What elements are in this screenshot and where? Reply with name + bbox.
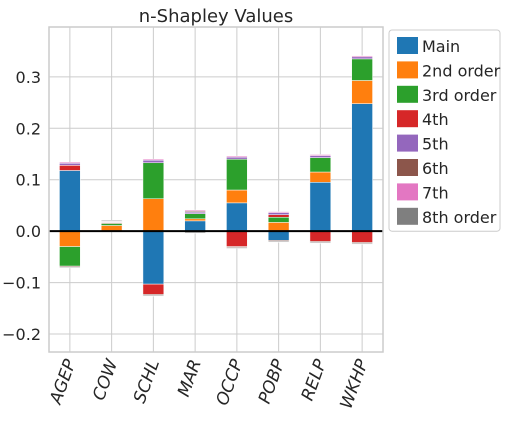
bar-segment [142, 283, 165, 295]
legend-label: 6th [422, 159, 449, 178]
bar-segment [351, 56, 373, 60]
y-tick-label: −0.2 [2, 325, 41, 344]
bar-segment [267, 230, 290, 241]
legend-swatch [397, 61, 418, 79]
legend-swatch [397, 134, 418, 152]
chart-title: n-Shapley Values [139, 6, 293, 27]
bar-segment [267, 212, 290, 215]
y-tick-label: −0.1 [2, 274, 41, 293]
bar-segment [142, 230, 165, 285]
bar-segment [351, 55, 373, 58]
bar-segment [142, 159, 165, 164]
y-tick-label: 0.1 [16, 171, 41, 190]
legend-swatch [397, 110, 418, 128]
bar-segment [267, 222, 290, 232]
bar-segment [184, 218, 206, 222]
bar-segment [184, 213, 206, 220]
bar-segment [309, 155, 332, 158]
bar-segment [59, 266, 81, 269]
bar-segment [267, 214, 290, 218]
legend-swatch [397, 159, 418, 176]
legend-swatch [397, 207, 418, 225]
bar-segment [142, 162, 165, 200]
legend-label: 5th [422, 135, 449, 154]
legend-label: 4th [422, 110, 449, 129]
legend-swatch [397, 37, 418, 54]
bar-segment [309, 157, 332, 173]
bar-segment [351, 230, 373, 243]
bar-segment [59, 246, 81, 267]
bar-segment [309, 242, 332, 244]
bar-segment [309, 230, 332, 242]
bar-segment [351, 80, 373, 104]
bar-segment [226, 247, 248, 249]
bar-segment [226, 202, 248, 232]
bar-segment [226, 156, 248, 160]
bar-segment [100, 220, 123, 222]
legend-swatch [397, 85, 418, 103]
bar-segment [226, 189, 248, 204]
bar-segment [142, 198, 165, 232]
legend-label: 8th order [422, 208, 497, 227]
legend-frame [388, 29, 501, 232]
bar-segment [59, 165, 81, 171]
bar-segment [226, 230, 248, 247]
bar-segment [184, 231, 206, 234]
bar-segment [100, 223, 123, 226]
bar-segment [309, 171, 332, 183]
bar-segment [59, 230, 81, 247]
legend-label: 7th [422, 183, 449, 202]
bar-segment [267, 241, 290, 243]
legend-swatch [397, 183, 418, 201]
bar-segment [267, 217, 290, 223]
legend-label: 3rd order [422, 86, 497, 105]
bar-segment [142, 295, 165, 297]
bar-segment [226, 155, 248, 158]
bar-segment [351, 58, 373, 81]
legend-label: 2nd order [422, 61, 501, 80]
bar-segment [351, 243, 373, 245]
bar-segment [142, 158, 165, 161]
bar-segment [184, 220, 206, 232]
y-tick-label: 0.2 [16, 119, 41, 138]
bar-segment [309, 182, 332, 232]
bar-segment [59, 161, 81, 164]
bar-segment [226, 158, 248, 191]
bar-segment [59, 163, 81, 166]
y-tick-label: 0.0 [16, 222, 41, 241]
y-tick-label: 0.3 [16, 68, 41, 87]
bar-segment [267, 211, 290, 213]
bar-segment [59, 170, 81, 232]
bar-segment [309, 154, 332, 156]
bar-segment [184, 209, 206, 212]
legend-label: Main [422, 37, 460, 56]
bar-segment [351, 103, 373, 232]
plot-frame [48, 26, 384, 353]
